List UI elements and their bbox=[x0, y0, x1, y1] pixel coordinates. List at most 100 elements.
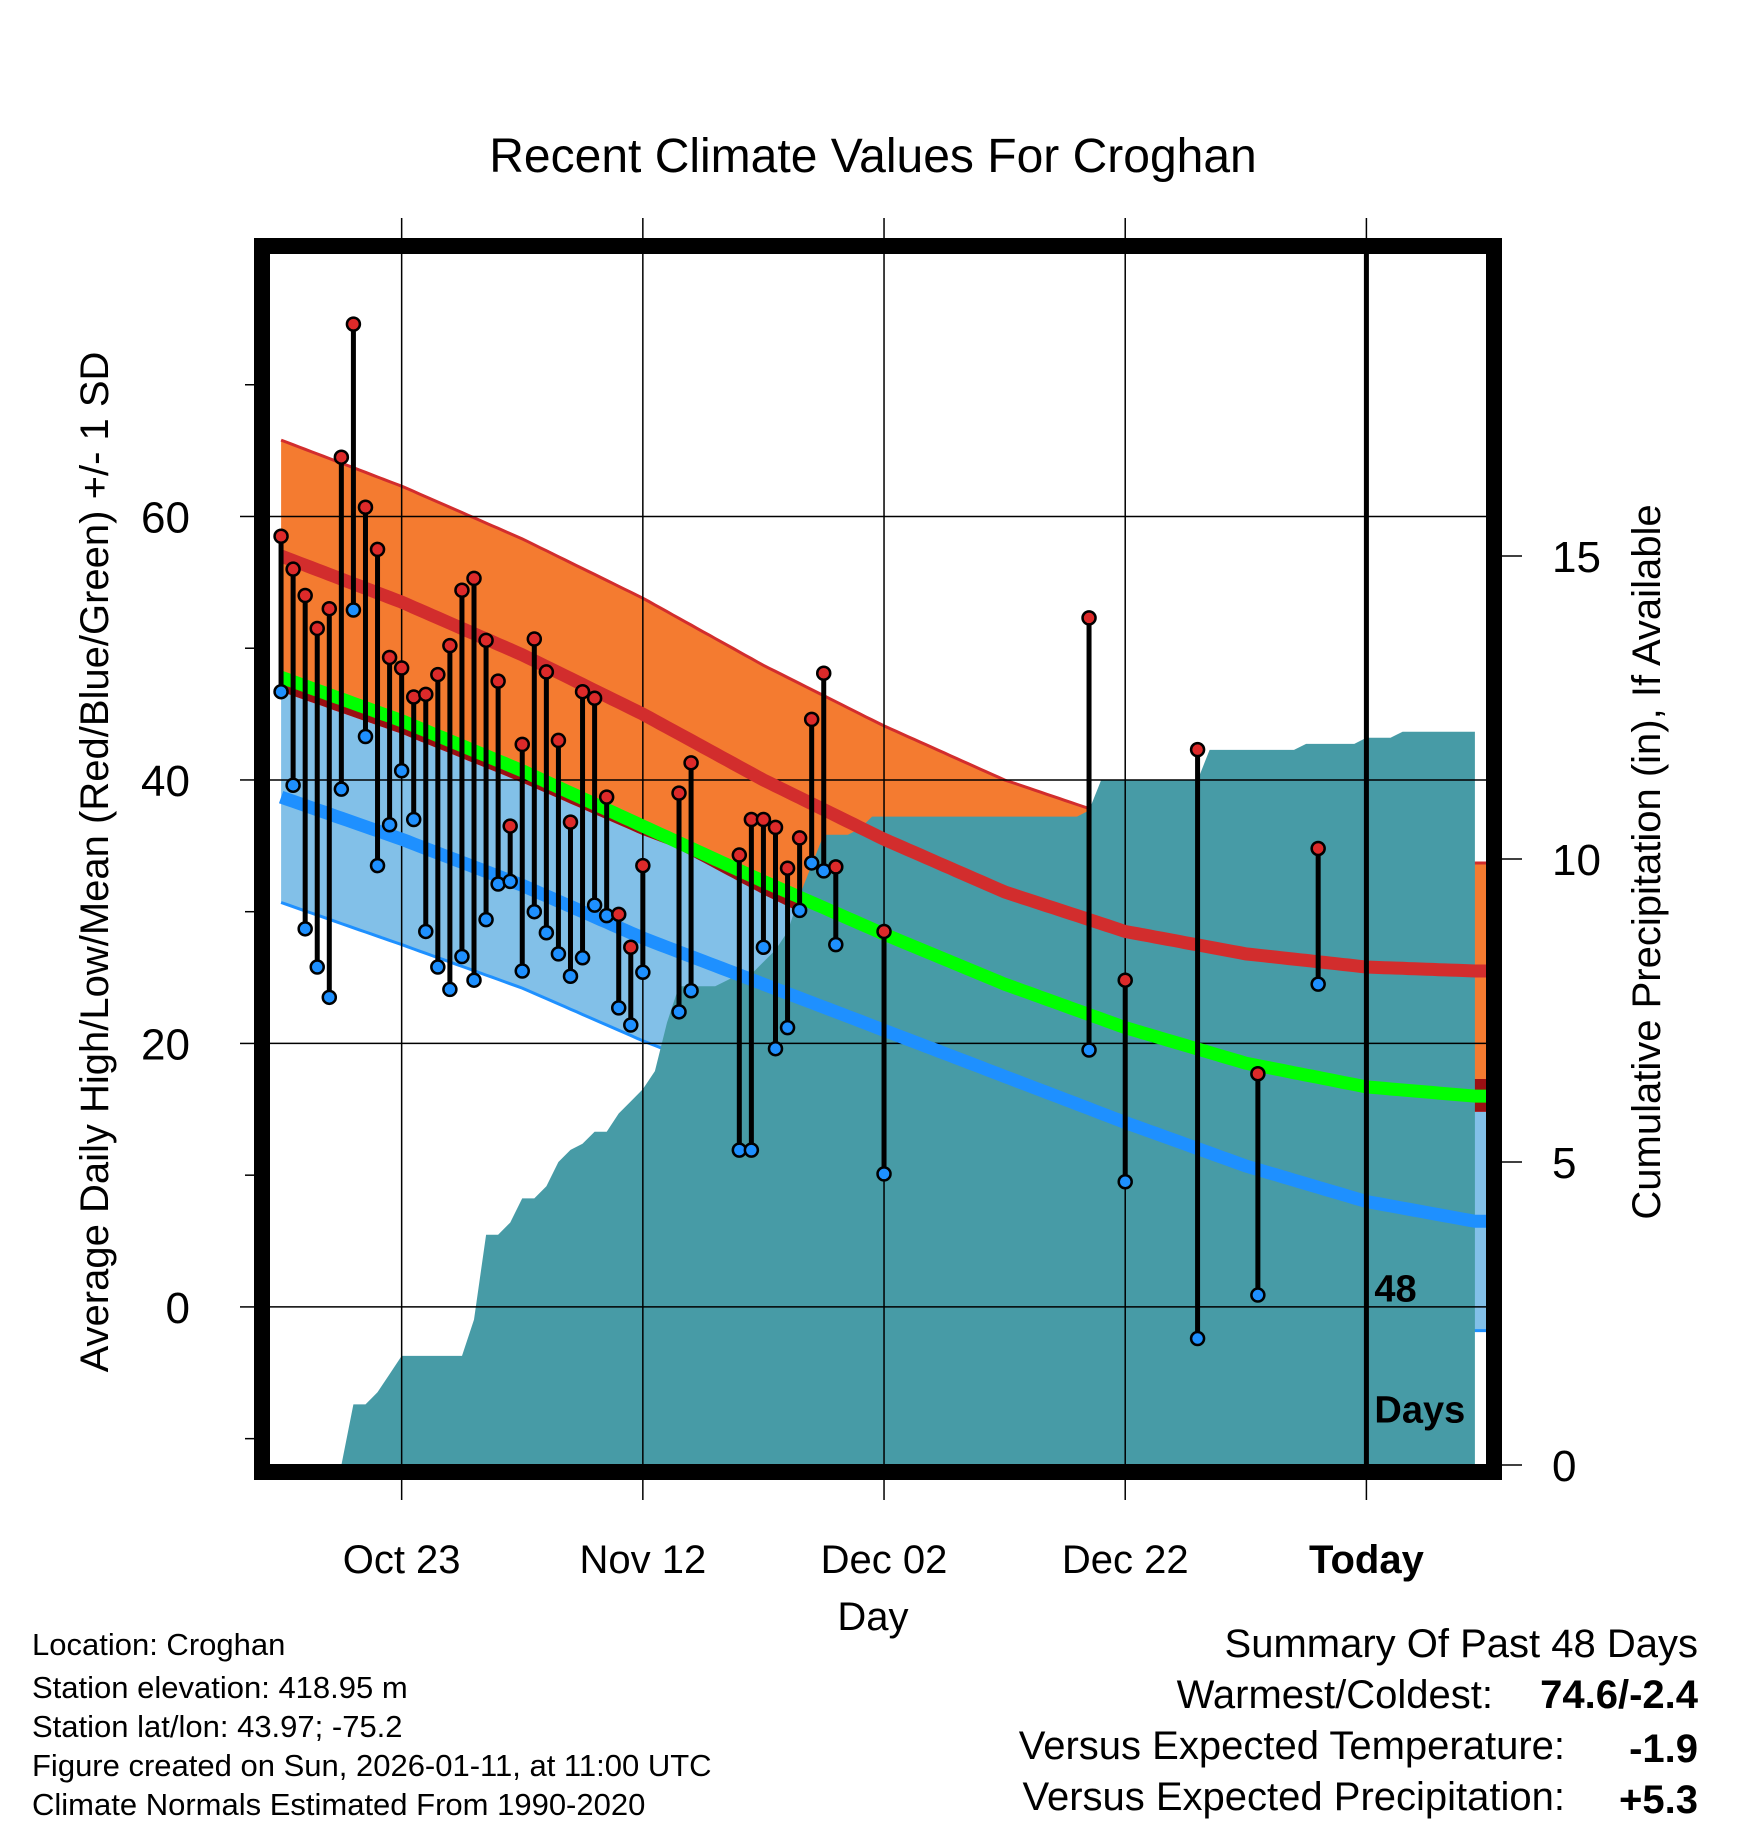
info-created: Figure created on Sun, 2026-01-11, at 11… bbox=[32, 1748, 712, 1783]
obs-low-point bbox=[1189, 1330, 1206, 1347]
obs-high-point bbox=[731, 847, 748, 863]
obs-high-point bbox=[357, 499, 374, 516]
obs-high-point bbox=[381, 649, 398, 666]
obs-low-point bbox=[671, 1004, 687, 1020]
obs-low-point bbox=[369, 857, 386, 874]
obs-low-point bbox=[1310, 976, 1326, 992]
plot-frame bbox=[254, 238, 1502, 1480]
obs-low-point bbox=[586, 897, 603, 913]
obs-high-point bbox=[333, 449, 350, 465]
obs-high-point bbox=[1189, 741, 1206, 758]
x-axis-label: Day bbox=[837, 1595, 908, 1639]
obs-low-point bbox=[1081, 1042, 1097, 1058]
y-left-tick-label: 60 bbox=[141, 493, 190, 542]
obs-low-point bbox=[273, 683, 289, 700]
y-right-tick-label: 0 bbox=[1552, 1442, 1576, 1491]
obs-high-point bbox=[418, 686, 434, 703]
obs-low-point bbox=[466, 972, 482, 988]
obs-high-point bbox=[828, 859, 844, 875]
obs-low-point bbox=[683, 982, 699, 999]
obs-low-point bbox=[767, 1040, 784, 1057]
obs-low-point bbox=[454, 948, 470, 965]
x-tick-label: Dec 22 bbox=[1062, 1538, 1189, 1582]
obs-high-point bbox=[454, 582, 470, 599]
obs-low-point bbox=[430, 959, 446, 975]
obs-low-point bbox=[803, 855, 820, 871]
obs-high-point bbox=[526, 631, 543, 647]
summary-precip-label: Versus Expected Precipitation: bbox=[1022, 1775, 1565, 1819]
days-count: 48 bbox=[1374, 1268, 1416, 1310]
summary-panel: Summary Of Past 48 Days Warmest/Coldest:… bbox=[1019, 1622, 1699, 1822]
obs-low-point bbox=[526, 903, 543, 920]
obs-low-point bbox=[550, 946, 567, 962]
obs-low-point bbox=[345, 602, 362, 618]
obs-high-point bbox=[393, 660, 410, 676]
obs-high-point bbox=[345, 316, 362, 332]
summary-warmcold-value: 74.6/-2.4 bbox=[1540, 1673, 1699, 1717]
obs-low-point bbox=[478, 911, 494, 928]
summary-title: Summary Of Past 48 Days bbox=[1225, 1622, 1698, 1666]
obs-high-point bbox=[755, 811, 772, 828]
obs-low-point bbox=[333, 781, 350, 797]
summary-warmcold-label: Warmest/Coldest: bbox=[1177, 1673, 1493, 1717]
obs-high-point bbox=[779, 860, 796, 876]
obs-high-point bbox=[442, 637, 458, 654]
obs-low-point bbox=[610, 1000, 627, 1016]
obs-high-point bbox=[803, 711, 820, 728]
obs-high-point bbox=[369, 541, 386, 558]
obs-high-point bbox=[635, 857, 651, 874]
obs-low-point bbox=[743, 1142, 760, 1158]
y-left-tick-label: 40 bbox=[141, 757, 190, 806]
axes: 0 20 40 60 0 5 10 15 Oct 23 Nov 12 Dec 02 Dec 22 Tod… bbox=[141, 218, 1601, 1582]
summary-temp-value: -1.9 bbox=[1629, 1727, 1698, 1771]
obs-high-point bbox=[562, 814, 579, 830]
station-info: Location: Croghan Station elevation: 418… bbox=[32, 1627, 712, 1822]
y-axis-left-label: Average Daily High/Low/Mean (Red/Blue/Gr… bbox=[73, 352, 117, 1373]
obs-high-point bbox=[623, 939, 639, 956]
obs-high-point bbox=[876, 923, 892, 940]
obs-low-point bbox=[309, 959, 325, 975]
obs-low-point bbox=[538, 925, 555, 941]
obs-high-point bbox=[598, 789, 615, 805]
x-tick-label: Today bbox=[1309, 1538, 1425, 1582]
obs-high-point bbox=[538, 664, 555, 680]
obs-high-point bbox=[586, 690, 603, 707]
info-elevation: Station elevation: 418.95 m bbox=[32, 1670, 408, 1705]
x-tick-label: Nov 12 bbox=[579, 1538, 706, 1582]
obs-low-point bbox=[791, 902, 808, 919]
obs-low-point bbox=[381, 816, 398, 833]
obs-high-point bbox=[297, 587, 313, 604]
obs-high-point bbox=[815, 665, 832, 681]
obs-low-point bbox=[502, 873, 518, 890]
precipitation-area bbox=[341, 731, 1475, 1465]
y-right-tick-label: 15 bbox=[1552, 533, 1601, 582]
obs-high-point bbox=[683, 755, 699, 771]
obs-high-point bbox=[514, 736, 530, 753]
plot-area: 48 Days bbox=[269, 253, 1487, 1465]
x-tick-label: Oct 23 bbox=[343, 1538, 461, 1582]
info-location: Location: Croghan bbox=[32, 1627, 285, 1662]
obs-high-point bbox=[502, 818, 518, 834]
obs-high-point bbox=[285, 561, 301, 577]
obs-high-point bbox=[1081, 610, 1097, 626]
obs-low-point bbox=[357, 728, 374, 745]
summary-temp-label: Versus Expected Temperature: bbox=[1019, 1724, 1565, 1768]
y-left-tick-label: 20 bbox=[141, 1020, 190, 1069]
obs-high-point bbox=[309, 620, 325, 637]
obs-high-point bbox=[273, 528, 289, 544]
y-right-tick-label: 10 bbox=[1552, 836, 1601, 885]
summary-precip-value: +5.3 bbox=[1619, 1778, 1698, 1822]
obs-low-point bbox=[405, 811, 422, 828]
obs-low-point bbox=[623, 1017, 639, 1033]
obs-low-point bbox=[393, 762, 410, 779]
y-left-tick-label: 0 bbox=[166, 1284, 190, 1333]
obs-low-point bbox=[1117, 1174, 1133, 1190]
obs-high-point bbox=[1310, 840, 1326, 857]
observations bbox=[273, 316, 1326, 1347]
chart-title: Recent Climate Values For Croghan bbox=[489, 130, 1256, 183]
obs-low-point bbox=[755, 939, 772, 956]
obs-high-point bbox=[1117, 972, 1133, 988]
obs-low-point bbox=[321, 989, 338, 1006]
obs-high-point bbox=[430, 666, 446, 683]
